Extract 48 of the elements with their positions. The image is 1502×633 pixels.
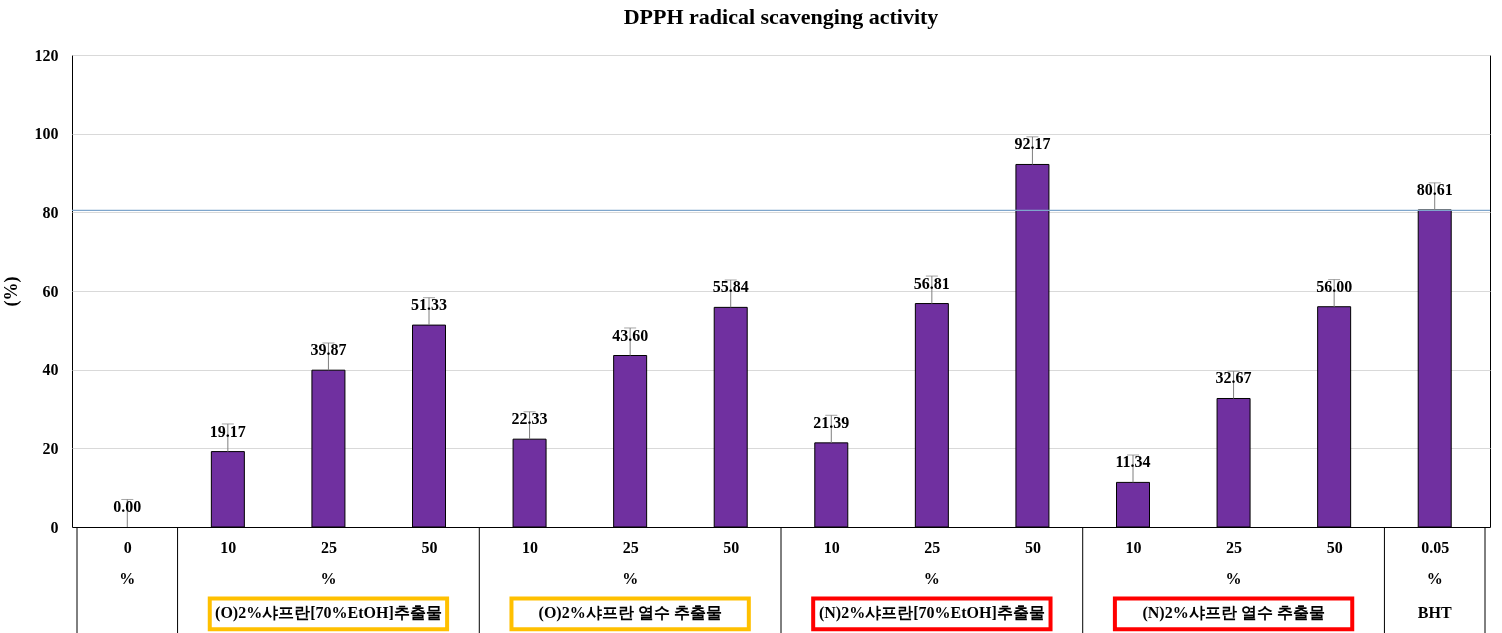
x-tick-label: 0.05 — [1421, 538, 1450, 556]
text: % — [1426, 570, 1443, 588]
data-label: 55.84 — [712, 278, 749, 296]
text: % — [1225, 570, 1242, 588]
data-label: 21.39 — [813, 413, 850, 431]
x-tick-label: 50 — [421, 538, 438, 556]
x-tick-label: 10 — [522, 538, 539, 556]
y-axis-title: (%) — [0, 276, 22, 307]
data-label: 32.67 — [1215, 369, 1252, 387]
x-tick-label: 50 — [723, 538, 740, 556]
x-tick-label: 10 — [1125, 538, 1142, 556]
x-tick-label: 50 — [1326, 538, 1343, 556]
y-tick-label: 40 — [42, 361, 59, 379]
y-tick-label: 100 — [34, 125, 59, 143]
text: % — [923, 570, 940, 588]
x-tick-label: 50 — [1024, 538, 1041, 556]
data-label: 56.00 — [1316, 277, 1353, 295]
data-label: 22.33 — [511, 410, 548, 428]
y-tick-label: 80 — [42, 203, 59, 221]
x-tick-label: 10 — [823, 538, 840, 556]
text: BHT — [1417, 604, 1452, 622]
text: % — [320, 570, 337, 588]
data-label: 0.00 — [113, 498, 142, 515]
text: (O)2%샤프란[70%EtOH]추출물 — [215, 604, 442, 623]
y-tick-label: 120 — [34, 46, 59, 64]
data-label: 39.87 — [310, 341, 347, 359]
x-tick-label: 25 — [924, 538, 941, 556]
text: % — [119, 570, 136, 588]
data-label: 51.33 — [411, 296, 447, 314]
data-label: 11.34 — [1115, 453, 1151, 471]
data-label: 80.61 — [1416, 180, 1453, 198]
x-tick-label: 25 — [1226, 538, 1243, 556]
data-label: 92.17 — [1014, 135, 1051, 153]
x-tick-label: 25 — [320, 538, 337, 556]
x-tick-label: 10 — [220, 538, 237, 556]
chart-title: DPPH radical scavenging activity — [623, 4, 939, 29]
data-label: 43.60 — [612, 326, 649, 344]
text: (O)2%샤프란 열수 추출물 — [538, 604, 722, 623]
text: % — [622, 570, 639, 588]
y-tick-label: 0 — [50, 518, 59, 536]
y-tick-label: 20 — [42, 439, 59, 457]
text: (N)2%샤프란 열수 추출물 — [1142, 604, 1325, 623]
data-label: 56.81 — [913, 274, 950, 292]
y-tick-label: 60 — [42, 282, 59, 300]
text: (N)2%샤프란[70%EtOH]추출물 — [818, 604, 1045, 623]
x-tick-label: 0 — [123, 538, 132, 556]
data-label: 19.17 — [209, 422, 246, 440]
x-tick-label: 25 — [622, 538, 639, 556]
